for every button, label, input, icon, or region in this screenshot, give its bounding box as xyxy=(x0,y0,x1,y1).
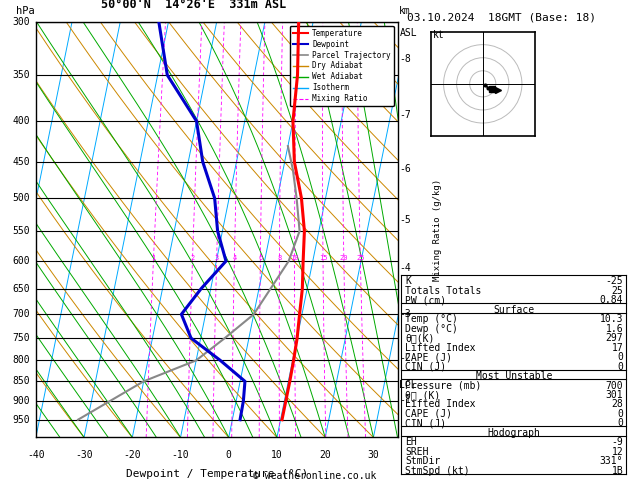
Text: 25: 25 xyxy=(356,255,365,261)
Text: 1: 1 xyxy=(151,255,155,261)
Text: 0: 0 xyxy=(618,352,623,362)
Text: StmDir: StmDir xyxy=(405,456,440,467)
Text: km: km xyxy=(399,6,411,16)
Text: Totals Totals: Totals Totals xyxy=(405,286,481,296)
Text: 20: 20 xyxy=(340,255,348,261)
Text: -5: -5 xyxy=(399,215,411,225)
Text: -2: -2 xyxy=(399,353,411,363)
Text: -1: -1 xyxy=(399,395,411,405)
Text: Lifted Index: Lifted Index xyxy=(405,343,476,353)
Text: 900: 900 xyxy=(13,396,30,406)
Text: 0: 0 xyxy=(618,409,623,419)
Text: Temp (°C): Temp (°C) xyxy=(405,314,458,324)
Text: -9: -9 xyxy=(611,437,623,448)
Text: 0.84: 0.84 xyxy=(600,295,623,305)
Text: 10.3: 10.3 xyxy=(600,314,623,324)
Text: 15: 15 xyxy=(319,255,327,261)
Text: PW (cm): PW (cm) xyxy=(405,295,446,305)
Text: -40: -40 xyxy=(27,450,45,460)
Legend: Temperature, Dewpoint, Parcel Trajectory, Dry Adiabat, Wet Adiabat, Isotherm, Mi: Temperature, Dewpoint, Parcel Trajectory… xyxy=(290,26,394,106)
Text: ASL: ASL xyxy=(399,28,417,38)
Text: 8: 8 xyxy=(277,255,282,261)
Text: 297: 297 xyxy=(606,333,623,343)
Text: 450: 450 xyxy=(13,157,30,167)
Text: 0: 0 xyxy=(618,362,623,372)
Text: Dewp (°C): Dewp (°C) xyxy=(405,324,458,334)
Text: 50°00'N  14°26'E  331m ASL: 50°00'N 14°26'E 331m ASL xyxy=(101,0,286,12)
Text: -20: -20 xyxy=(123,450,141,460)
Text: Surface: Surface xyxy=(493,305,535,315)
Text: 331°: 331° xyxy=(600,456,623,467)
Text: 800: 800 xyxy=(13,355,30,365)
Text: © weatheronline.co.uk: © weatheronline.co.uk xyxy=(253,471,376,481)
Text: LCL: LCL xyxy=(399,380,417,390)
Text: 10: 10 xyxy=(271,450,283,460)
Text: 4: 4 xyxy=(232,255,237,261)
Text: 25: 25 xyxy=(611,286,623,296)
Text: CAPE (J): CAPE (J) xyxy=(405,409,452,419)
Text: 500: 500 xyxy=(13,193,30,203)
Text: 12: 12 xyxy=(611,447,623,457)
Text: 750: 750 xyxy=(13,333,30,343)
Text: Hodograph: Hodograph xyxy=(487,428,540,438)
Text: 700: 700 xyxy=(606,381,623,391)
Text: -25: -25 xyxy=(606,276,623,286)
Text: 28: 28 xyxy=(611,399,623,410)
Text: Mixing Ratio (g/kg): Mixing Ratio (g/kg) xyxy=(433,178,442,281)
Text: -7: -7 xyxy=(399,110,411,120)
Text: EH: EH xyxy=(405,437,417,448)
Text: Dewpoint / Temperature (°C): Dewpoint / Temperature (°C) xyxy=(126,469,308,479)
Text: 6: 6 xyxy=(258,255,262,261)
Text: CAPE (J): CAPE (J) xyxy=(405,352,452,362)
Text: θᴇ(K): θᴇ(K) xyxy=(405,333,435,343)
Text: 10: 10 xyxy=(291,255,299,261)
Text: θᴇ (K): θᴇ (K) xyxy=(405,390,440,400)
Text: 30: 30 xyxy=(367,450,379,460)
Text: -4: -4 xyxy=(399,263,411,274)
Text: 650: 650 xyxy=(13,284,30,294)
Text: 2: 2 xyxy=(191,255,194,261)
Text: 0: 0 xyxy=(226,450,231,460)
Text: -6: -6 xyxy=(399,164,411,174)
Text: 600: 600 xyxy=(13,256,30,266)
Text: 550: 550 xyxy=(13,226,30,236)
Text: 350: 350 xyxy=(13,70,30,80)
Text: CIN (J): CIN (J) xyxy=(405,362,446,372)
Text: 0: 0 xyxy=(618,418,623,429)
Text: 301: 301 xyxy=(606,390,623,400)
Text: 400: 400 xyxy=(13,116,30,126)
Text: hPa: hPa xyxy=(16,6,35,16)
Text: 1B: 1B xyxy=(611,466,623,476)
Text: 3: 3 xyxy=(214,255,219,261)
Text: 300: 300 xyxy=(13,17,30,27)
Text: 03.10.2024  18GMT (Base: 18): 03.10.2024 18GMT (Base: 18) xyxy=(407,12,596,22)
Text: -3: -3 xyxy=(399,309,411,319)
Text: -10: -10 xyxy=(172,450,189,460)
Text: CIN (J): CIN (J) xyxy=(405,418,446,429)
Text: StmSpd (kt): StmSpd (kt) xyxy=(405,466,470,476)
Text: 1.6: 1.6 xyxy=(606,324,623,334)
Text: kt: kt xyxy=(433,30,445,40)
Text: -30: -30 xyxy=(75,450,93,460)
Text: 17: 17 xyxy=(611,343,623,353)
Text: 850: 850 xyxy=(13,376,30,386)
Text: 950: 950 xyxy=(13,415,30,425)
Text: K: K xyxy=(405,276,411,286)
Text: -8: -8 xyxy=(399,54,411,64)
Text: Lifted Index: Lifted Index xyxy=(405,399,476,410)
Text: 20: 20 xyxy=(320,450,331,460)
Text: 700: 700 xyxy=(13,309,30,319)
Text: SREH: SREH xyxy=(405,447,428,457)
Text: Most Unstable: Most Unstable xyxy=(476,371,552,381)
Text: Pressure (mb): Pressure (mb) xyxy=(405,381,481,391)
